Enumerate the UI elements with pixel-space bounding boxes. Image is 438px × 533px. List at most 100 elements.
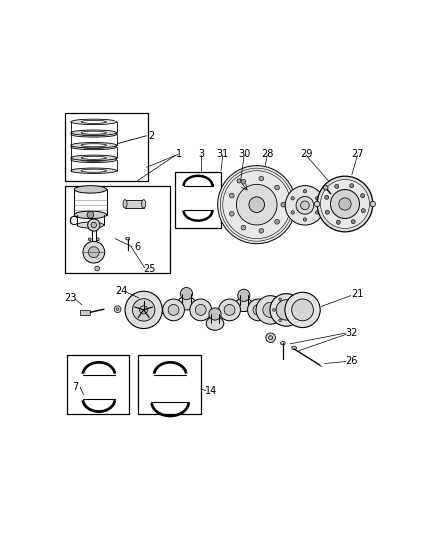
Circle shape bbox=[315, 197, 319, 200]
Bar bbox=[138, 355, 201, 415]
Circle shape bbox=[209, 308, 221, 320]
Circle shape bbox=[263, 302, 278, 317]
Ellipse shape bbox=[71, 130, 117, 135]
Circle shape bbox=[219, 299, 240, 321]
Circle shape bbox=[285, 185, 325, 225]
Circle shape bbox=[285, 292, 320, 328]
Circle shape bbox=[162, 299, 184, 321]
Ellipse shape bbox=[126, 237, 130, 240]
Ellipse shape bbox=[71, 142, 117, 148]
Circle shape bbox=[253, 304, 264, 316]
Circle shape bbox=[331, 190, 360, 219]
Text: 1: 1 bbox=[176, 149, 182, 159]
Circle shape bbox=[335, 184, 339, 188]
Circle shape bbox=[281, 203, 286, 207]
Circle shape bbox=[351, 220, 355, 224]
Circle shape bbox=[125, 291, 162, 328]
Text: 6: 6 bbox=[135, 242, 141, 252]
Text: 31: 31 bbox=[217, 149, 229, 159]
Ellipse shape bbox=[74, 211, 106, 219]
Circle shape bbox=[168, 304, 179, 316]
Text: 28: 28 bbox=[261, 149, 273, 159]
Bar bbox=[67, 355, 130, 415]
Text: 24: 24 bbox=[115, 286, 127, 296]
Circle shape bbox=[87, 212, 94, 218]
Text: 7: 7 bbox=[72, 382, 78, 392]
Circle shape bbox=[132, 298, 155, 321]
Circle shape bbox=[249, 197, 265, 213]
Circle shape bbox=[96, 238, 99, 241]
Circle shape bbox=[259, 229, 264, 233]
Ellipse shape bbox=[81, 146, 106, 149]
Ellipse shape bbox=[81, 158, 106, 161]
Ellipse shape bbox=[235, 298, 253, 312]
Circle shape bbox=[114, 306, 121, 313]
Ellipse shape bbox=[81, 169, 106, 172]
Circle shape bbox=[279, 298, 282, 301]
Text: 32: 32 bbox=[345, 328, 357, 338]
Circle shape bbox=[279, 319, 282, 322]
Circle shape bbox=[268, 336, 273, 340]
Circle shape bbox=[91, 222, 96, 228]
Ellipse shape bbox=[71, 168, 117, 173]
Circle shape bbox=[336, 220, 340, 224]
Circle shape bbox=[303, 218, 307, 221]
Circle shape bbox=[291, 319, 294, 322]
Circle shape bbox=[241, 225, 246, 230]
Circle shape bbox=[361, 208, 365, 213]
Circle shape bbox=[323, 185, 328, 190]
Circle shape bbox=[291, 197, 294, 200]
Circle shape bbox=[241, 179, 246, 184]
Circle shape bbox=[190, 299, 212, 321]
Ellipse shape bbox=[77, 222, 104, 228]
Circle shape bbox=[339, 198, 351, 210]
Circle shape bbox=[195, 304, 206, 316]
Circle shape bbox=[303, 189, 307, 193]
Bar bbox=[80, 310, 90, 315]
Circle shape bbox=[275, 220, 279, 224]
Circle shape bbox=[247, 299, 269, 321]
Bar bbox=[65, 186, 170, 272]
Ellipse shape bbox=[292, 346, 297, 350]
Circle shape bbox=[88, 238, 91, 241]
Circle shape bbox=[273, 309, 276, 311]
Circle shape bbox=[140, 306, 148, 314]
Circle shape bbox=[300, 201, 309, 209]
Ellipse shape bbox=[71, 155, 117, 160]
Ellipse shape bbox=[71, 132, 117, 137]
Bar bbox=[65, 113, 148, 181]
Ellipse shape bbox=[141, 199, 146, 208]
Circle shape bbox=[237, 179, 241, 183]
Ellipse shape bbox=[280, 342, 285, 345]
Text: 26: 26 bbox=[345, 356, 357, 366]
Circle shape bbox=[317, 176, 373, 232]
Circle shape bbox=[224, 304, 235, 316]
Circle shape bbox=[95, 266, 99, 271]
Ellipse shape bbox=[71, 144, 117, 150]
Circle shape bbox=[321, 180, 370, 229]
Circle shape bbox=[360, 193, 365, 198]
Circle shape bbox=[370, 201, 375, 207]
Circle shape bbox=[116, 308, 119, 311]
Circle shape bbox=[237, 184, 277, 225]
Text: 30: 30 bbox=[238, 149, 250, 159]
Circle shape bbox=[292, 299, 314, 321]
Circle shape bbox=[325, 195, 328, 199]
Circle shape bbox=[230, 193, 234, 198]
Circle shape bbox=[238, 289, 250, 302]
Circle shape bbox=[230, 212, 234, 216]
Bar bbox=[175, 172, 221, 229]
Ellipse shape bbox=[206, 317, 224, 330]
Circle shape bbox=[314, 201, 320, 207]
Text: 25: 25 bbox=[143, 264, 155, 274]
Text: 2: 2 bbox=[148, 131, 155, 141]
Circle shape bbox=[291, 298, 294, 301]
Circle shape bbox=[266, 333, 276, 343]
Circle shape bbox=[297, 309, 300, 311]
Text: 14: 14 bbox=[205, 386, 218, 397]
Circle shape bbox=[218, 166, 296, 244]
Circle shape bbox=[259, 176, 264, 181]
Ellipse shape bbox=[74, 185, 106, 193]
Text: 23: 23 bbox=[64, 293, 77, 303]
Ellipse shape bbox=[81, 144, 106, 147]
